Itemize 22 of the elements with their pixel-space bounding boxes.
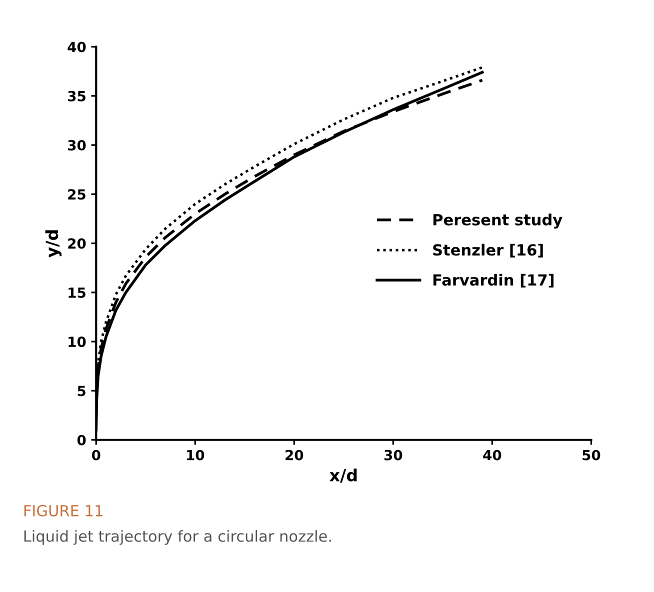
- y-tick-label: 25: [68, 189, 86, 200]
- caption: FIGURE 11: [24, 504, 102, 516]
- legend-label: Peresent study: [433, 214, 562, 229]
- y-tick-label: 10: [68, 336, 86, 348]
- y-tick-label: 5: [78, 386, 86, 396]
- y-tick-label: 15: [68, 288, 86, 298]
- y-tick-label: 30: [68, 140, 86, 151]
- y-tick-label: 40: [68, 42, 86, 52]
- x-tick-label: 0: [92, 450, 100, 460]
- y-axis-title: y/d: [45, 230, 62, 258]
- text: Liquid jet trajectory for a circular nozzle.: [24, 530, 331, 545]
- x-tick-label: 20: [286, 450, 304, 460]
- x-tick-label: 40: [483, 450, 502, 460]
- x-tick-label: 10: [187, 450, 204, 460]
- x-tick-label: 30: [384, 450, 402, 460]
- x-axis-title: x/d: [330, 468, 357, 483]
- y-tick-label: 0: [77, 434, 86, 446]
- legend-label: Stenzler [16]: [433, 244, 543, 258]
- legend-label: Farvardin [17]: [433, 274, 554, 288]
- x-tick-label: 50: [582, 450, 600, 460]
- y-tick-label: 20: [68, 238, 86, 249]
- y-tick-label: 35: [68, 90, 86, 102]
